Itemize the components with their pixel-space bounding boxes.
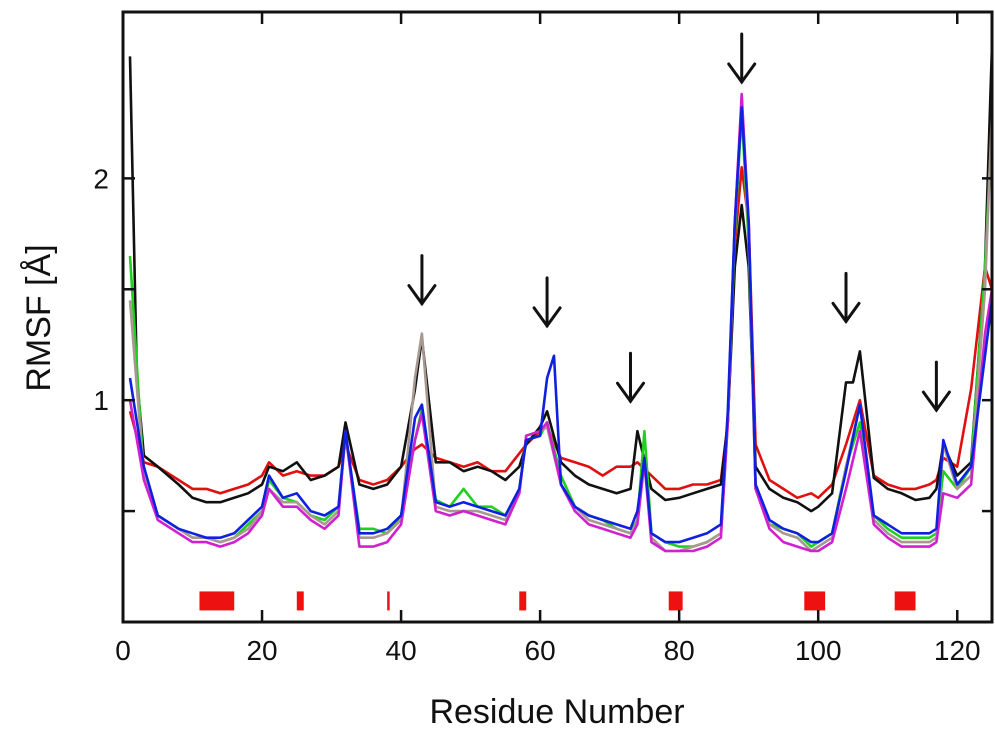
- series-lines: [128, 45, 992, 553]
- series-line-1: [128, 166, 992, 500]
- series-line-6: [128, 106, 992, 544]
- down-arrow-icon-4: [727, 32, 757, 85]
- x-tick-label-40: 40: [386, 635, 417, 666]
- x-tick-label-60: 60: [525, 635, 556, 666]
- secondary-structure-bar-3: [387, 591, 390, 611]
- down-arrow-icon-2: [532, 276, 562, 329]
- x-tick-label-120: 120: [934, 635, 981, 666]
- plot-frame: [121, 10, 994, 624]
- secondary-structure-bar-5: [668, 591, 683, 611]
- series-line-2: [128, 45, 992, 513]
- down-arrow-icon-5: [831, 271, 861, 324]
- secondary-structure-bar-2: [296, 591, 304, 611]
- y-tick-label-2: 2: [93, 163, 109, 194]
- secondary-structure-bar-4: [519, 591, 527, 611]
- secondary-structure-bar-1: [199, 591, 235, 611]
- y-axis-title: RMSF [Å]: [20, 244, 58, 391]
- x-tick-label-0: 0: [115, 635, 131, 666]
- secondary-structure-bars: [199, 591, 916, 611]
- annotation-arrows: [407, 32, 951, 413]
- secondary-structure-bar-7: [894, 591, 916, 611]
- axes: 0 20 40 60 80 100 120 1 2: [93, 12, 992, 666]
- down-arrow-icon-1: [407, 254, 437, 307]
- x-axis-title: Residue Number: [429, 693, 684, 731]
- secondary-structure-bar-6: [804, 591, 826, 611]
- x-tick-label-80: 80: [664, 635, 695, 666]
- x-tick-label-100: 100: [795, 635, 842, 666]
- x-tick-label-20: 20: [246, 635, 277, 666]
- series-line-5: [128, 92, 992, 553]
- down-arrow-icon-6: [921, 360, 951, 413]
- down-arrow-icon-3: [615, 351, 645, 404]
- y-tick-label-1: 1: [93, 385, 109, 416]
